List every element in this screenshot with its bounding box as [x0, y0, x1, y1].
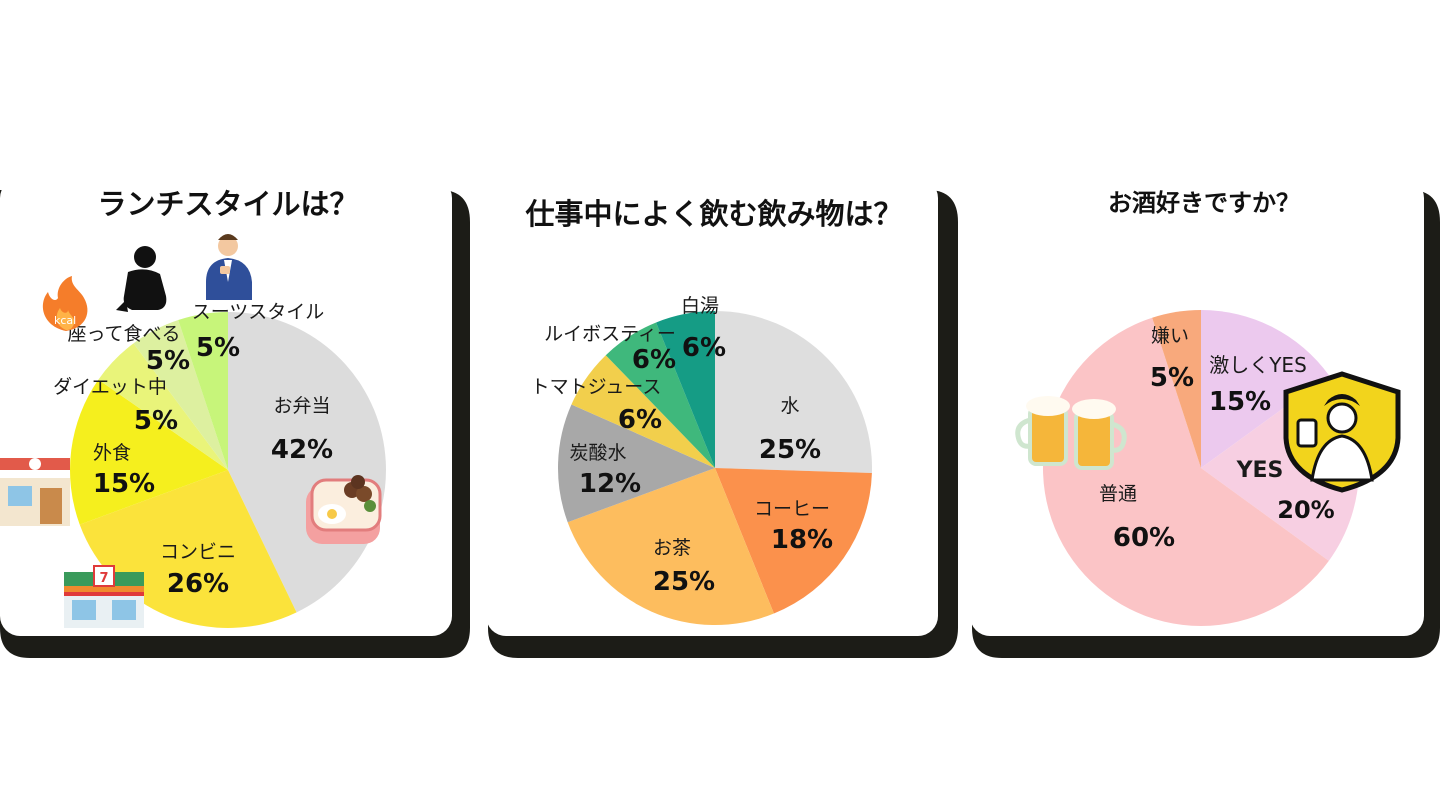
pie-slice: [1201, 310, 1329, 468]
slice-value: 25%: [759, 435, 821, 465]
slice-value: 5%: [1150, 363, 1194, 393]
slice-label: お茶: [653, 537, 691, 559]
slice-value: 5%: [196, 333, 240, 363]
slice-value: 15%: [1209, 387, 1271, 417]
slice-label: コンビニ: [160, 541, 236, 563]
restaurant-icon: [0, 458, 70, 526]
pie-slice: [98, 343, 228, 470]
slice-label: 嫌い: [1151, 325, 1189, 347]
slice-value: 6%: [618, 405, 662, 435]
sitting-person-icon: [116, 246, 167, 312]
slice-label: スーツスタイル: [192, 301, 325, 323]
chart-title: お酒好きですか？: [1108, 189, 1300, 217]
chart-title: ランチスタイルは？: [97, 187, 358, 221]
pie-slice: [178, 312, 228, 470]
pie-slice: [1042, 317, 1329, 627]
chart-title: 仕事中によく飲む飲み物は？: [524, 197, 902, 231]
slice-label: ダイエット中: [53, 376, 167, 398]
slice-label: トマトジュース: [531, 376, 662, 398]
slice-value: 25%: [653, 567, 715, 597]
card-lunch-style: ランチスタイルは？ お弁当 42% コンビニ 26% 外食 15% ダイエット中…: [0, 178, 470, 658]
slice-label: 炭酸水: [569, 442, 626, 464]
slice-label: コーヒー: [754, 498, 830, 520]
slice-value: 60%: [1113, 523, 1175, 553]
pie-labels-drinks: 水 25% コーヒー 18% お茶 25% 炭酸水 12% トマトジュース 6%…: [531, 295, 833, 597]
svg-text:kcal: kcal: [54, 314, 76, 327]
pie-slice: [558, 404, 715, 523]
pie-labels-lunch: お弁当 42% コンビニ 26% 外食 15% ダイエット中 5% 座って食べる…: [53, 301, 333, 599]
pie-slice: [571, 355, 715, 468]
slice-value: 5%: [146, 346, 190, 376]
card-drinks: 仕事中によく飲む飲み物は？ 水 25% コーヒー 18% お茶 25% 炭酸水 …: [486, 178, 958, 658]
slice-value: 15%: [93, 469, 155, 499]
pie-chart-drinks: [558, 311, 873, 626]
slice-label: 外食: [93, 442, 131, 464]
slice-label: YES: [1236, 458, 1284, 483]
convenience-store-icon: 7: [64, 565, 144, 628]
slice-value: 6%: [632, 345, 676, 375]
slice-value: 12%: [579, 469, 641, 499]
card-alcohol: お酒好きですか？ 激しくYES 15% YES 20% 普通 60% 嫌い 5%: [970, 178, 1440, 658]
pie-slice: [567, 468, 774, 626]
slice-label: 普通: [1099, 483, 1137, 505]
slice-label: 水: [780, 395, 799, 417]
slice-label: お弁当: [273, 395, 330, 417]
slice-label: 白湯: [681, 295, 719, 317]
slice-label: ルイボスティー: [544, 323, 676, 345]
pie-slice: [715, 468, 872, 614]
pie-slice: [656, 311, 715, 468]
slice-value: 18%: [771, 525, 833, 555]
pie-slice: [715, 311, 873, 474]
slice-value: 42%: [271, 435, 333, 465]
slice-value: 20%: [1277, 496, 1334, 524]
bavarian-man-emblem-icon: [1283, 371, 1401, 493]
pie-labels-alcohol: 激しくYES 15% YES 20% 普通 60% 嫌い 5%: [1099, 325, 1335, 553]
slice-label: 座って食べる: [67, 323, 180, 345]
pie-slice: [605, 322, 715, 468]
svg-text:7: 7: [99, 571, 108, 586]
slice-label: 激しくYES: [1209, 353, 1307, 377]
bento-box-icon: [306, 475, 382, 544]
slice-value: 5%: [134, 406, 178, 436]
suit-man-icon: [206, 234, 252, 300]
slice-value: 6%: [682, 333, 726, 363]
pie-slice: [1152, 310, 1201, 468]
slice-value: 26%: [167, 569, 229, 599]
pie-slice: [133, 320, 228, 470]
kcal-fire-icon: kcal: [42, 276, 88, 331]
beer-mugs-icon: [1015, 396, 1127, 470]
pie-slice: [69, 379, 228, 525]
